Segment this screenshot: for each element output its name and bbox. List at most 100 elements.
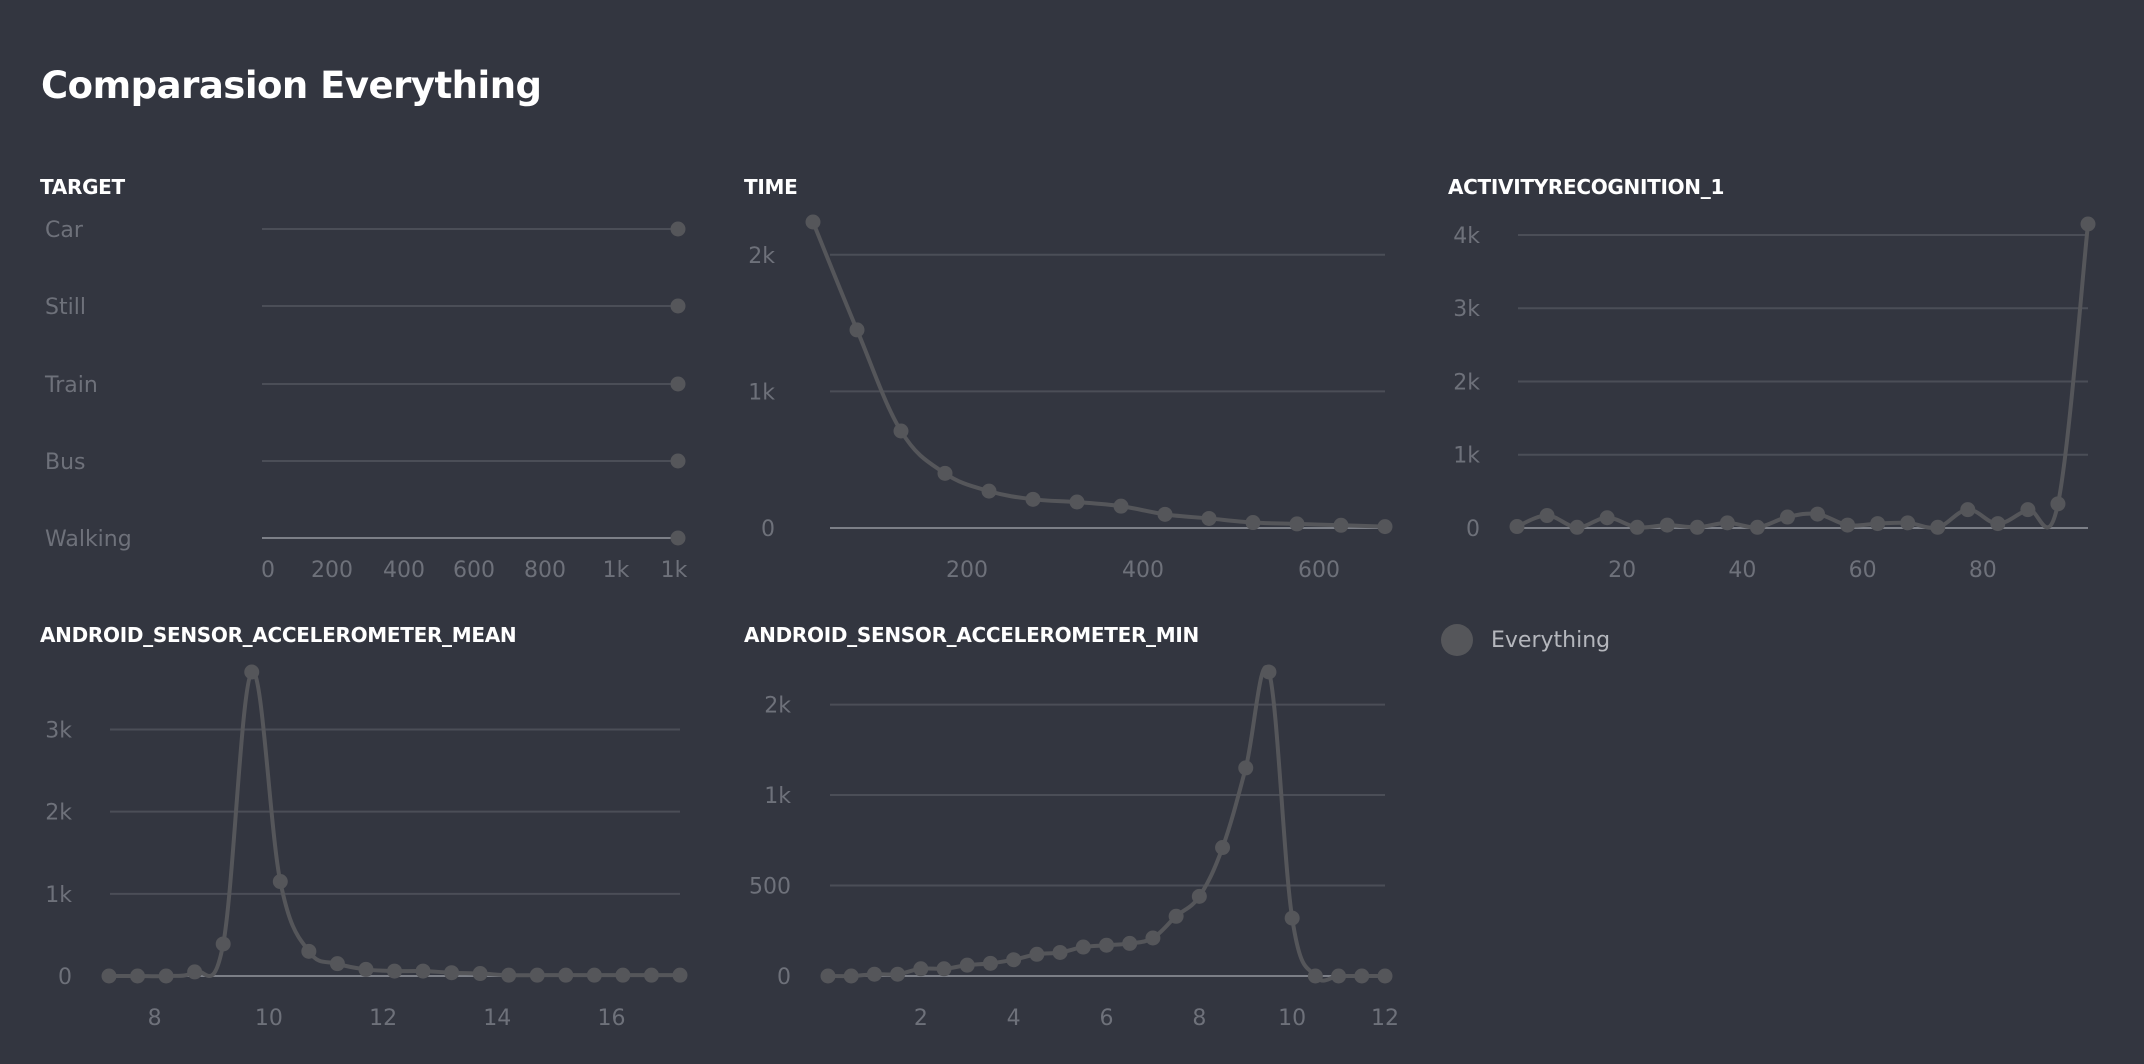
data-point[interactable] (444, 965, 460, 981)
data-point[interactable] (1960, 502, 1976, 518)
data-point[interactable] (1599, 510, 1615, 526)
data-point[interactable] (2020, 502, 2036, 518)
x-tick-label: 600 (1298, 558, 1340, 583)
x-tick-label: 12 (369, 1006, 397, 1031)
data-point[interactable] (1025, 491, 1041, 507)
data-point[interactable] (158, 968, 174, 984)
y-tick-label: 4k (1453, 224, 1480, 249)
data-point[interactable] (1168, 908, 1184, 924)
data-point[interactable] (1261, 664, 1277, 680)
data-point[interactable] (358, 961, 374, 977)
y-tick-label: 1k (1453, 444, 1480, 469)
data-point[interactable] (1157, 506, 1173, 522)
data-point[interactable] (1354, 968, 1370, 984)
data-point[interactable] (329, 956, 345, 972)
y-tick-label: 0 (1466, 517, 1480, 542)
data-point[interactable] (805, 214, 821, 230)
data-point[interactable] (670, 298, 686, 314)
data-point[interactable] (1113, 498, 1129, 514)
data-point[interactable] (936, 961, 952, 977)
data-point[interactable] (1307, 968, 1323, 984)
data-point[interactable] (501, 967, 517, 983)
data-point[interactable] (959, 957, 975, 973)
data-point[interactable] (1509, 519, 1525, 535)
data-point[interactable] (1284, 910, 1300, 926)
data-point[interactable] (670, 530, 686, 546)
x-tick-label: 1k (603, 558, 630, 583)
data-point[interactable] (1377, 519, 1393, 535)
data-point[interactable] (1029, 946, 1045, 962)
x-tick-label: 2 (914, 1006, 928, 1031)
data-point[interactable] (820, 968, 836, 984)
data-point[interactable] (1238, 760, 1254, 776)
x-tick-label: 40 (1728, 558, 1756, 583)
data-point[interactable] (1810, 506, 1826, 522)
data-point[interactable] (1145, 930, 1161, 946)
data-point[interactable] (893, 423, 909, 439)
data-point[interactable] (672, 967, 688, 983)
data-point[interactable] (913, 961, 929, 977)
data-point[interactable] (529, 967, 545, 983)
data-point[interactable] (1689, 519, 1705, 535)
data-point[interactable] (415, 963, 431, 979)
data-point[interactable] (272, 874, 288, 890)
legend[interactable]: Everything (1441, 624, 1610, 656)
data-point[interactable] (301, 943, 317, 959)
data-point[interactable] (1191, 888, 1207, 904)
data-point[interactable] (843, 968, 859, 984)
data-point[interactable] (1930, 519, 1946, 535)
data-point[interactable] (187, 964, 203, 980)
data-point[interactable] (1331, 968, 1347, 984)
data-point[interactable] (1377, 968, 1393, 984)
data-point[interactable] (670, 453, 686, 469)
data-point[interactable] (1629, 519, 1645, 535)
data-point[interactable] (1659, 517, 1675, 533)
data-point[interactable] (1900, 515, 1916, 531)
data-point[interactable] (387, 963, 402, 979)
data-point[interactable] (1870, 516, 1886, 532)
data-point[interactable] (1840, 517, 1856, 533)
data-point[interactable] (1569, 519, 1585, 535)
data-point[interactable] (1289, 516, 1305, 532)
data-point[interactable] (1245, 515, 1261, 531)
data-point[interactable] (1201, 510, 1217, 526)
data-point[interactable] (586, 967, 602, 983)
data-point[interactable] (215, 936, 231, 952)
data-point[interactable] (101, 968, 117, 984)
page-title: Comparasion Everything (41, 64, 542, 107)
x-tick-label: 8 (148, 1006, 162, 1031)
data-point[interactable] (670, 221, 686, 237)
data-point[interactable] (1990, 516, 2006, 532)
data-point[interactable] (1333, 517, 1349, 533)
data-point[interactable] (244, 664, 260, 680)
data-point[interactable] (1122, 935, 1138, 951)
data-point[interactable] (1779, 509, 1795, 525)
data-point[interactable] (1006, 952, 1022, 968)
data-point[interactable] (1075, 939, 1091, 955)
data-point[interactable] (615, 967, 631, 983)
data-point[interactable] (1719, 515, 1735, 531)
data-point[interactable] (890, 966, 906, 982)
data-point[interactable] (1069, 494, 1085, 510)
data-point[interactable] (866, 966, 882, 982)
data-point[interactable] (1539, 508, 1555, 524)
data-point[interactable] (130, 968, 146, 984)
chart-title-accelerometer-mean: ANDROID_SENSOR_ACCELEROMETER_MEAN (40, 623, 517, 647)
data-point[interactable] (849, 322, 865, 338)
data-point[interactable] (1052, 944, 1068, 960)
chart-title-time: TIME (744, 175, 798, 199)
data-point[interactable] (643, 967, 659, 983)
data-point[interactable] (1099, 937, 1114, 953)
data-point[interactable] (1215, 840, 1231, 856)
data-point[interactable] (1749, 519, 1765, 535)
data-point[interactable] (982, 955, 998, 971)
data-point[interactable] (937, 465, 953, 481)
data-point[interactable] (981, 483, 997, 499)
data-point[interactable] (472, 966, 488, 982)
data-point[interactable] (670, 376, 686, 392)
data-point[interactable] (2080, 216, 2096, 232)
data-point[interactable] (558, 967, 574, 983)
x-tick-label: 200 (311, 558, 353, 583)
y-tick-label: 500 (749, 875, 791, 900)
data-point[interactable] (2050, 496, 2066, 512)
